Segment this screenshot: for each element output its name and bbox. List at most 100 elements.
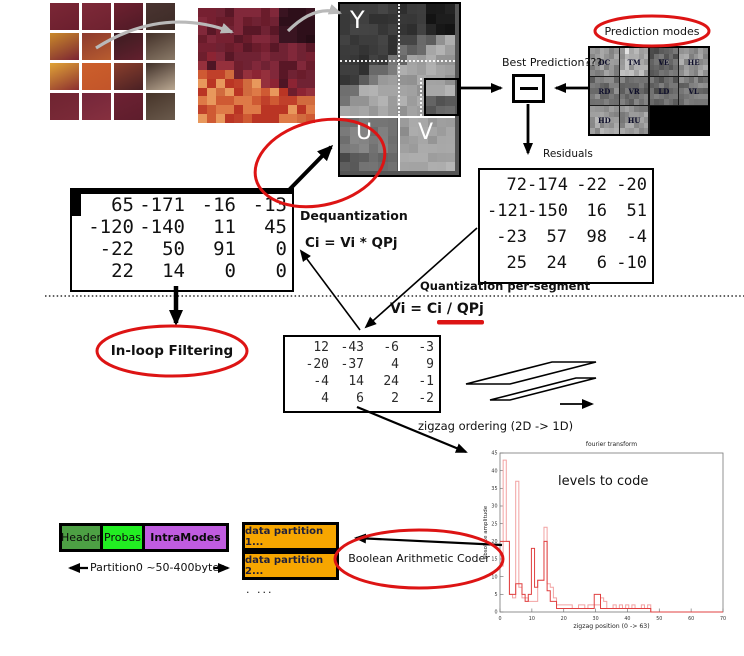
- svg-text:40: 40: [624, 616, 630, 622]
- pixel: [426, 34, 436, 45]
- arrow-reconstruction-to-yuv: [286, 144, 334, 193]
- probas-box: Probas: [100, 523, 145, 552]
- pixel: [216, 34, 225, 44]
- matrix-row: -4 14 24 -1: [285, 373, 439, 390]
- pixel: [349, 14, 360, 25]
- pixel: [378, 34, 388, 45]
- pixel: [243, 43, 252, 53]
- pixel: [368, 65, 379, 76]
- pixel: [359, 95, 369, 106]
- pixel: [397, 75, 408, 86]
- prediction-mode-texture: [619, 106, 649, 134]
- pixel: [216, 16, 225, 26]
- pixel: [349, 75, 360, 86]
- pixel: [409, 118, 419, 127]
- residuals-matrix: 72 -174 -22 -20 -121 -150 16 51 -23 57 98 -4 25 24 6 -1…: [478, 168, 654, 284]
- matrix-cell: -20: [616, 175, 647, 195]
- pixel: [216, 96, 225, 106]
- pixel: [207, 87, 216, 97]
- inloop-filtering-label: In-loop Filtering: [110, 343, 234, 359]
- pixel: [243, 25, 252, 35]
- pixel: [225, 16, 234, 26]
- pixel: [359, 65, 369, 76]
- pixel: [368, 153, 378, 163]
- svg-text:0: 0: [498, 616, 501, 622]
- pixel: [445, 65, 455, 76]
- pixel: [368, 75, 379, 86]
- pixel: [407, 75, 417, 86]
- pixel: [397, 44, 408, 55]
- pixel: [418, 126, 428, 136]
- pixel: [216, 87, 225, 97]
- pixel: [416, 54, 427, 66]
- pixel: [243, 61, 252, 70]
- pixel: [416, 34, 427, 45]
- pixel: [416, 24, 427, 35]
- pixel: [418, 135, 428, 145]
- quantization-formula-prefix: Vi = Ci /: [390, 301, 457, 317]
- pixel: [340, 14, 350, 25]
- pixel: [261, 8, 270, 17]
- pixel: [216, 61, 225, 70]
- pixel: [252, 96, 261, 106]
- matrix-row: 12 -43 -6 -3: [285, 339, 439, 356]
- levels-to-code-annotation: levels to code: [558, 474, 649, 489]
- partition0-size-label: Partition0 ~50-400bytes: [90, 561, 225, 574]
- matrix-cell: 14: [162, 260, 185, 282]
- zigzag-icon-band2: [489, 377, 597, 401]
- photo-block: [114, 3, 143, 30]
- pixel: [234, 114, 243, 123]
- svg-text:60: 60: [688, 616, 694, 622]
- prediction-mode-label: TM: [627, 57, 641, 67]
- prediction-mode-label: HD: [598, 115, 611, 125]
- prediction-mode-cell: VE: [649, 48, 679, 76]
- quantized-matrix: 12 -43 -6 -3 -20 -37 4 9 -4 14 24 -1 4 6 2 -2: [283, 335, 441, 413]
- pixel: [409, 135, 419, 145]
- prediction-mode-cell: HD: [590, 106, 619, 134]
- pixel: [234, 16, 243, 26]
- pixel: [426, 105, 436, 116]
- pixel: [435, 85, 446, 96]
- pixel: [225, 61, 234, 70]
- prediction-mode-texture: [590, 48, 619, 76]
- photo-block: [114, 63, 143, 90]
- pixel: [279, 8, 288, 17]
- svg-text:25: 25: [491, 521, 497, 527]
- prediction-mode-label: HU: [627, 115, 641, 125]
- matrix-cell: 14: [348, 374, 364, 389]
- matrix-cell: 25: [506, 253, 527, 273]
- photo-block: [82, 63, 111, 90]
- pixel: [445, 105, 455, 116]
- pixel: [418, 118, 428, 127]
- pixel: [261, 105, 270, 115]
- pixel: [297, 25, 306, 35]
- matrix-cell: -2: [418, 391, 434, 406]
- pixel: [207, 114, 216, 123]
- pixel: [418, 144, 428, 154]
- pixel: [435, 44, 446, 55]
- pixel: [397, 34, 408, 45]
- pixel: [216, 114, 225, 123]
- pixel: [378, 54, 388, 66]
- pixel: [270, 61, 279, 70]
- pixel: [445, 135, 455, 145]
- pixel: [368, 95, 379, 106]
- prediction-unused-cell: [649, 106, 708, 134]
- residuals-label: Residuals: [543, 148, 593, 160]
- matrix-row: 22 14 0 0: [72, 260, 292, 282]
- pixel: [436, 144, 446, 154]
- pixel: [378, 153, 388, 163]
- pixel: [400, 153, 410, 163]
- pixel: [261, 69, 270, 79]
- pixel: [216, 69, 225, 79]
- pixel: [378, 95, 388, 106]
- pixel: [198, 43, 207, 53]
- pixel: [409, 144, 419, 154]
- pixel: [400, 118, 410, 127]
- pixel: [378, 44, 388, 55]
- pixel: [359, 85, 369, 96]
- prediction-modes-grid: DC TM VE HE RD VR LD VL HD HU: [588, 46, 710, 136]
- pixel: [340, 135, 350, 145]
- pixel: [243, 87, 252, 97]
- pixel: [243, 52, 252, 62]
